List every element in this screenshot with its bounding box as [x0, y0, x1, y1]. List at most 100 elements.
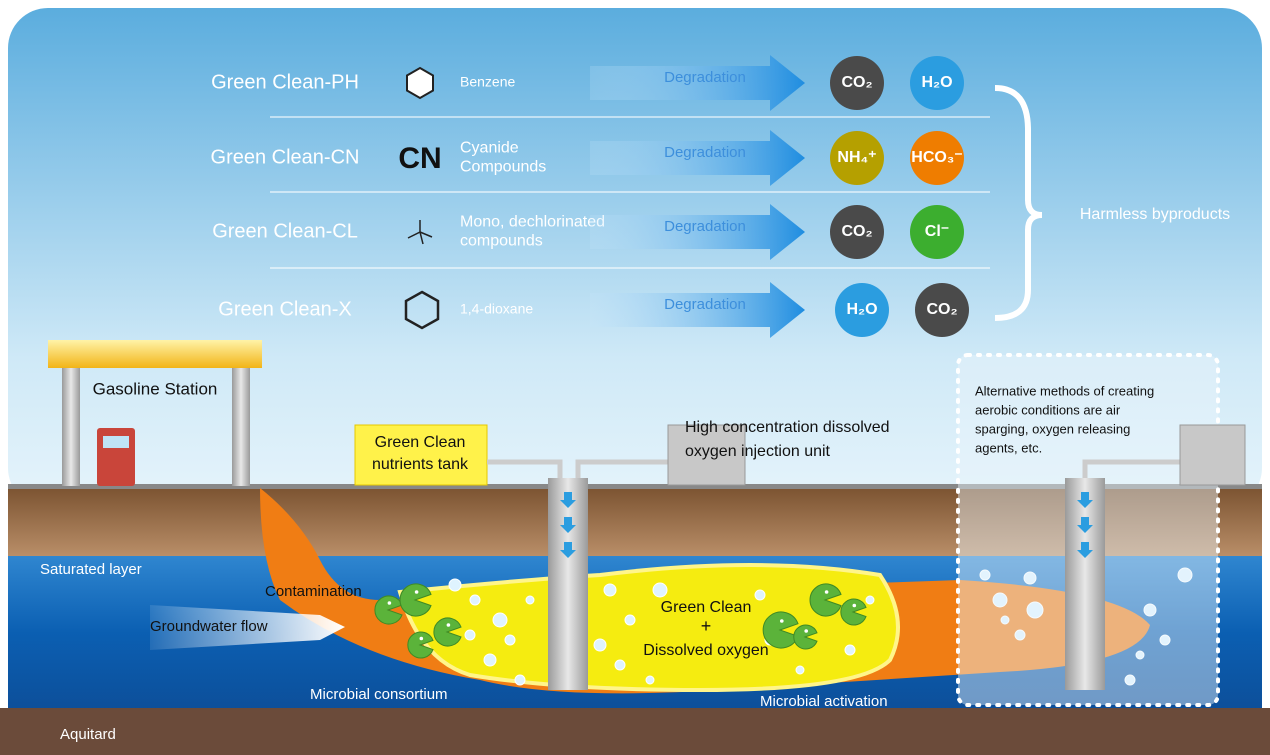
bubble: [865, 595, 875, 605]
degradation-arrow: [590, 130, 805, 186]
compound: Mono, dechlorinated: [460, 214, 605, 231]
down-arrow: [1077, 517, 1093, 533]
bubble: [504, 634, 516, 646]
bubble: [1135, 650, 1145, 660]
activation-label: Microbial activation: [760, 693, 888, 710]
microbe: [374, 595, 403, 625]
down-arrow: [560, 517, 576, 533]
microbe-eye: [387, 601, 392, 605]
degradation-arrow: [590, 204, 805, 260]
bubble: [483, 653, 497, 667]
bubble: [844, 644, 856, 656]
mix-label: Dissolved oxygen: [643, 642, 768, 659]
injection-unit: [1179, 424, 1246, 486]
benzene-icon: [406, 66, 434, 100]
pipes: [487, 459, 668, 480]
brace: [994, 85, 1043, 321]
injection-label: oxygen injection unit: [685, 443, 831, 460]
byproduct-label: CO₂: [926, 301, 957, 318]
alternative-line: aerobic conditions are air: [975, 402, 1121, 417]
summary: Harmless byproducts: [1080, 206, 1230, 223]
bubble: [979, 569, 991, 581]
compound: 1,4-dioxane: [460, 301, 533, 317]
compound: compounds: [460, 233, 543, 250]
microbe: [433, 617, 462, 647]
down-arrow: [560, 492, 576, 508]
bubble: [1143, 603, 1157, 617]
bubble: [1124, 674, 1136, 686]
byproduct-label: HCO₃⁻: [911, 149, 962, 166]
microbe-eye: [804, 629, 808, 633]
byproduct: [830, 131, 884, 185]
dioxane-icon: [404, 290, 440, 330]
injection-unit: [667, 424, 746, 486]
pillar: [62, 368, 80, 486]
injection-label: High concentration dissolved: [685, 419, 890, 436]
byproduct: [910, 131, 964, 185]
arrow-label: Degradation: [664, 69, 746, 86]
microbe-eye: [414, 590, 419, 594]
station-label: Gasoline Station: [93, 379, 218, 398]
byproduct-label: H₂O: [921, 74, 952, 91]
bubble: [593, 638, 607, 652]
byproduct-label: H₂O: [846, 301, 877, 318]
pillar: [232, 368, 250, 486]
bubbles: [448, 567, 1193, 686]
product-rows: Green Clean-PH Benzene Degradation CO₂ H₂O Gr…: [211, 55, 990, 338]
byproduct-label: Cl⁻: [925, 223, 949, 240]
bubble: [992, 592, 1008, 608]
microbe: [407, 631, 434, 659]
tank-label: nutrients tank: [372, 456, 469, 473]
microbe: [762, 611, 799, 649]
bubble: [1026, 601, 1044, 619]
bubble: [1023, 571, 1037, 585]
microbe: [840, 598, 867, 626]
microbe: [399, 583, 432, 617]
tank-label: Green Clean: [375, 434, 466, 451]
alternative-line: agents, etc.: [975, 440, 1042, 455]
compound: Compounds: [460, 159, 546, 176]
alternative-line: Alternative methods of creating: [975, 383, 1154, 398]
product-name: Green Clean-CN: [211, 146, 360, 168]
degradation-arrow: [590, 282, 805, 338]
bubble: [603, 583, 617, 597]
consortium-label: Microbial consortium: [310, 686, 448, 703]
mix-label: +: [701, 616, 712, 636]
byproduct: [915, 283, 969, 337]
microbe: [793, 624, 818, 650]
aquitard-label: Aquitard: [60, 726, 116, 743]
bubble: [754, 589, 766, 601]
mix-label: Green Clean: [661, 599, 752, 616]
degradation-arrow: [590, 55, 805, 111]
soil: [8, 486, 1262, 556]
contamination-label: Contamination: [265, 583, 362, 600]
byproduct-label: CO₂: [841, 74, 872, 91]
bubble: [614, 659, 626, 671]
surface: [8, 484, 1262, 489]
chloro-icon: [407, 220, 433, 245]
bubble: [514, 674, 526, 686]
bubble: [525, 595, 535, 605]
bubble: [1014, 629, 1026, 641]
byproduct-label: CO₂: [841, 223, 872, 240]
bubble: [795, 665, 805, 675]
microbe-eye: [780, 619, 784, 623]
injection-arrows: [560, 492, 1093, 558]
product-name: Green Clean-CL: [212, 220, 358, 242]
bubble: [652, 582, 668, 598]
product-name: Green Clean-PH: [211, 71, 359, 93]
treatment-zone: [397, 563, 900, 693]
microbe: [809, 583, 842, 617]
microbe-eye: [824, 590, 829, 594]
bubble: [469, 594, 481, 606]
formula: CN: [398, 142, 441, 175]
bubble: [645, 675, 655, 685]
compound: Cyanide: [460, 140, 519, 157]
byproduct: [835, 283, 889, 337]
microbe-eye: [852, 603, 857, 608]
bubble: [448, 578, 462, 592]
well: [548, 478, 588, 690]
